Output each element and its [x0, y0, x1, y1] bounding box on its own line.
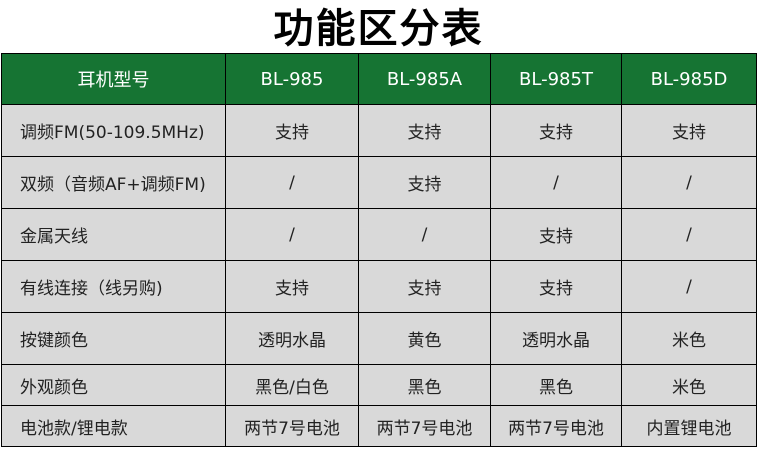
table-cell: 黑色: [358, 364, 491, 406]
table-cell: 支持: [621, 104, 757, 157]
feature-label: 有线连接（线另购): [1, 260, 226, 313]
table-cell: /: [358, 208, 491, 261]
header-model: 耳机型号: [1, 53, 226, 105]
table-row: 电池款/锂电款 两节7号电池 两节7号电池 两节7号电池 内置锂电池: [1, 405, 757, 447]
header-row: 耳机型号 BL-985 BL-985A BL-985T BL-985D: [1, 53, 757, 105]
table-cell: 支持: [490, 104, 622, 157]
table-cell: 透明水晶: [490, 312, 622, 365]
table-cell: 黑色: [490, 364, 622, 406]
header-bl-985: BL-985: [225, 53, 359, 105]
table-cell: 支持: [358, 156, 491, 209]
header-bl-985a: BL-985A: [358, 53, 491, 105]
table-row: 金属天线 / / 支持 /: [1, 208, 757, 261]
table-cell: 内置锂电池: [621, 405, 757, 447]
table-row: 按键颜色 透明水晶 黄色 透明水晶 米色: [1, 312, 757, 365]
table-cell: 支持: [225, 260, 359, 313]
table-cell: 米色: [621, 364, 757, 406]
table-row: 双频（音频AF+调频FM) / 支持 / /: [1, 156, 757, 209]
table-cell: /: [225, 156, 359, 209]
table-cell: /: [621, 208, 757, 261]
header-bl-985d: BL-985D: [621, 53, 757, 105]
feature-label: 电池款/锂电款: [1, 405, 226, 447]
table-cell: 透明水晶: [225, 312, 359, 365]
feature-table: 耳机型号 BL-985 BL-985A BL-985T BL-985D 调频FM…: [1, 53, 757, 447]
table-cell: 黑色/白色: [225, 364, 359, 406]
table-row: 外观颜色 黑色/白色 黑色 黑色 米色: [1, 364, 757, 406]
table-row: 调频FM(50-109.5MHz) 支持 支持 支持 支持: [1, 104, 757, 157]
page-title: 功能区分表: [273, 5, 484, 52]
feature-label: 外观颜色: [1, 364, 226, 406]
table-cell: 支持: [358, 260, 491, 313]
header-bl-985t: BL-985T: [490, 53, 622, 105]
table-cell: 支持: [225, 104, 359, 157]
table-cell: 支持: [358, 104, 491, 157]
table-cell: /: [621, 156, 757, 209]
table-cell: /: [621, 260, 757, 313]
table-cell: 两节7号电池: [225, 405, 359, 447]
table-cell: 两节7号电池: [358, 405, 491, 447]
table-cell: 两节7号电池: [490, 405, 622, 447]
feature-label: 金属天线: [1, 208, 226, 261]
feature-label: 双频（音频AF+调频FM): [1, 156, 226, 209]
table-cell: 支持: [490, 208, 622, 261]
feature-label: 调频FM(50-109.5MHz): [1, 104, 226, 157]
table-cell: 支持: [490, 260, 622, 313]
table-row: 有线连接（线另购) 支持 支持 支持 /: [1, 260, 757, 313]
table-cell: 黄色: [358, 312, 491, 365]
table-cell: /: [490, 156, 622, 209]
table-cell: 米色: [621, 312, 757, 365]
table-cell: /: [225, 208, 359, 261]
feature-label: 按键颜色: [1, 312, 226, 365]
